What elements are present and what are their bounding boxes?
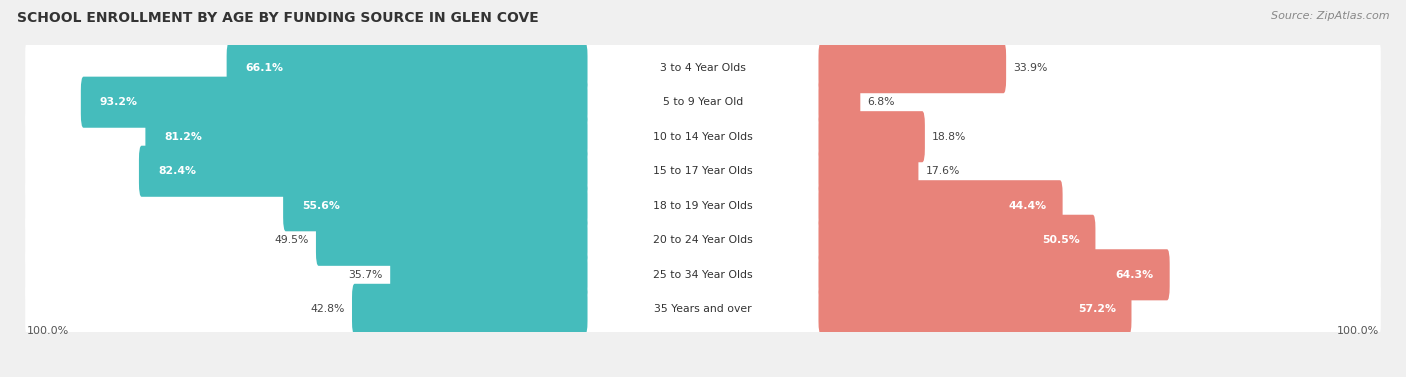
Text: 3 to 4 Year Olds: 3 to 4 Year Olds: [659, 63, 747, 73]
FancyBboxPatch shape: [818, 146, 918, 197]
FancyBboxPatch shape: [139, 146, 588, 197]
FancyBboxPatch shape: [25, 77, 1381, 128]
FancyBboxPatch shape: [352, 284, 588, 335]
FancyBboxPatch shape: [818, 284, 1132, 335]
Text: 25 to 34 Year Olds: 25 to 34 Year Olds: [654, 270, 752, 280]
Text: 44.4%: 44.4%: [1008, 201, 1047, 211]
Text: 18.8%: 18.8%: [932, 132, 966, 142]
Text: Source: ZipAtlas.com: Source: ZipAtlas.com: [1271, 11, 1389, 21]
FancyBboxPatch shape: [316, 215, 588, 266]
Text: 81.2%: 81.2%: [165, 132, 202, 142]
Text: 42.8%: 42.8%: [311, 304, 344, 314]
FancyBboxPatch shape: [226, 42, 588, 93]
FancyBboxPatch shape: [25, 42, 1381, 93]
Text: 17.6%: 17.6%: [925, 166, 960, 176]
Text: 5 to 9 Year Old: 5 to 9 Year Old: [662, 97, 744, 107]
Text: 15 to 17 Year Olds: 15 to 17 Year Olds: [654, 166, 752, 176]
Text: 64.3%: 64.3%: [1116, 270, 1154, 280]
FancyBboxPatch shape: [25, 249, 1381, 300]
FancyBboxPatch shape: [80, 77, 588, 128]
Text: 82.4%: 82.4%: [157, 166, 195, 176]
FancyBboxPatch shape: [25, 111, 1381, 162]
FancyBboxPatch shape: [818, 215, 1095, 266]
Text: 93.2%: 93.2%: [100, 97, 138, 107]
Text: 35.7%: 35.7%: [349, 270, 382, 280]
FancyBboxPatch shape: [145, 111, 588, 162]
Text: 66.1%: 66.1%: [246, 63, 284, 73]
FancyBboxPatch shape: [25, 284, 1381, 335]
Text: 35 Years and over: 35 Years and over: [654, 304, 752, 314]
FancyBboxPatch shape: [25, 215, 1381, 266]
Text: SCHOOL ENROLLMENT BY AGE BY FUNDING SOURCE IN GLEN COVE: SCHOOL ENROLLMENT BY AGE BY FUNDING SOUR…: [17, 11, 538, 25]
FancyBboxPatch shape: [391, 249, 588, 300]
FancyBboxPatch shape: [25, 180, 1381, 231]
Text: 100.0%: 100.0%: [1337, 326, 1379, 336]
Text: 6.8%: 6.8%: [868, 97, 896, 107]
Text: 50.5%: 50.5%: [1042, 235, 1080, 245]
Text: 20 to 24 Year Olds: 20 to 24 Year Olds: [654, 235, 752, 245]
FancyBboxPatch shape: [25, 146, 1381, 197]
FancyBboxPatch shape: [818, 180, 1063, 231]
Text: 55.6%: 55.6%: [302, 201, 340, 211]
FancyBboxPatch shape: [818, 42, 1007, 93]
Text: 18 to 19 Year Olds: 18 to 19 Year Olds: [654, 201, 752, 211]
FancyBboxPatch shape: [818, 77, 860, 128]
Text: 100.0%: 100.0%: [27, 326, 69, 336]
Text: 49.5%: 49.5%: [274, 235, 309, 245]
Text: 10 to 14 Year Olds: 10 to 14 Year Olds: [654, 132, 752, 142]
FancyBboxPatch shape: [283, 180, 588, 231]
FancyBboxPatch shape: [818, 111, 925, 162]
Text: 33.9%: 33.9%: [1014, 63, 1047, 73]
FancyBboxPatch shape: [818, 249, 1170, 300]
Text: 57.2%: 57.2%: [1078, 304, 1116, 314]
